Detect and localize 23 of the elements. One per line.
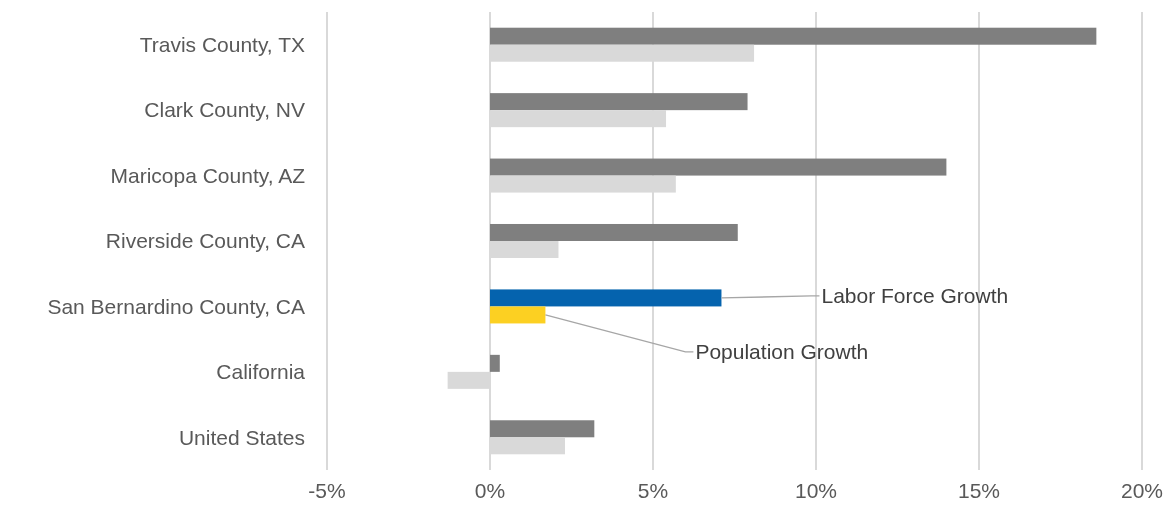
bar (490, 420, 595, 438)
x-tick-label: 5% (637, 479, 669, 502)
bar (490, 158, 947, 176)
text: Population Growth (695, 340, 869, 364)
y-tick-label: California (216, 360, 306, 384)
bar (490, 306, 546, 324)
y-tick-label: Maricopa County, AZ (110, 163, 306, 187)
y-tick-label: Travis County, TX (139, 33, 305, 57)
x-tick-label: 0% (474, 479, 506, 502)
y-tick-label: United States (178, 425, 305, 449)
bar (490, 223, 738, 241)
bar (490, 289, 722, 307)
y-tick-label: Riverside County, CA (105, 229, 305, 253)
bar (490, 27, 1097, 45)
bar (490, 354, 500, 372)
x-tick-label: 20% (1120, 479, 1164, 502)
x-tick-label: 15% (957, 479, 1001, 502)
y-tick-label: Clark County, NV (144, 98, 305, 122)
x-tick-label: -5% (308, 479, 346, 502)
x-tick-label: 10% (794, 479, 838, 502)
text: Labor Force Growth (821, 284, 1009, 308)
y-tick-label: San Bernardino County, CA (47, 294, 305, 318)
bar (490, 93, 748, 111)
